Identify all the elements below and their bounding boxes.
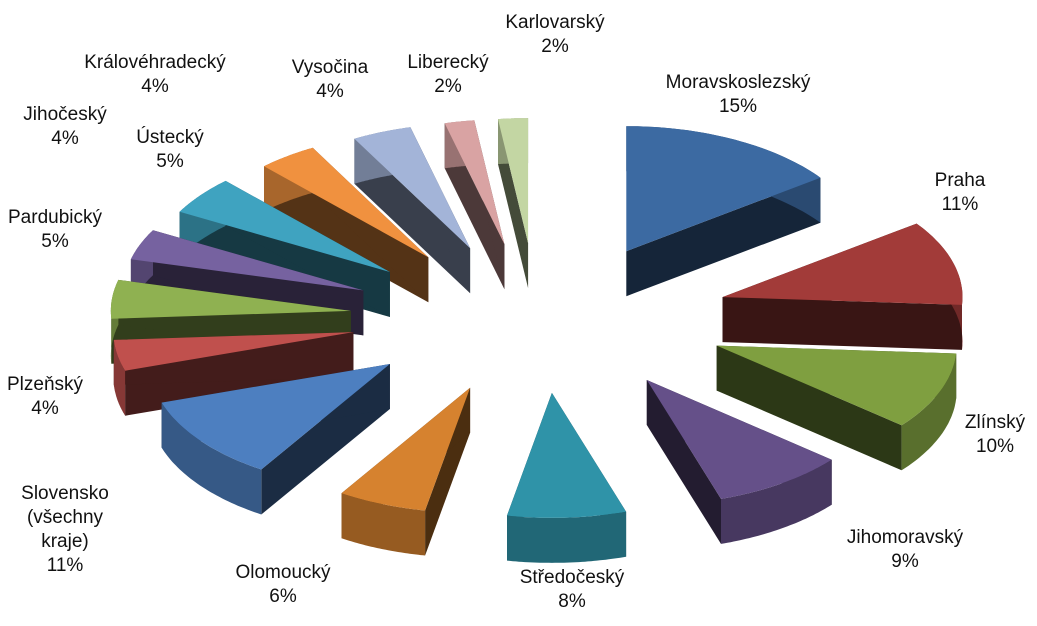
value-label: 9% [891,551,919,572]
slice-label: Praha 11% [935,169,986,217]
slice-side [354,138,471,294]
category-name: Jihočeský [23,104,107,125]
slice-label: Slovensko (všechny kraje) 11% [15,482,115,578]
slice-label: Ústecký 5% [136,126,204,174]
slice-side [722,297,962,350]
slice-label: Liberecký 2% [407,51,488,99]
slice-label: Královéhradecký 4% [84,51,226,99]
slice-side [626,177,821,297]
slice-label: Plzeňský 4% [7,373,83,421]
slice-label: Zlínský 10% [965,411,1025,459]
value-label: 2% [541,36,569,57]
slice [722,223,963,305]
category-name: Jihomoravský [846,527,964,548]
value-label: 4% [31,398,59,419]
slice [179,180,390,272]
value-label: 5% [41,231,69,252]
value-label: 8% [558,591,586,612]
category-name: Moravskoslezský [665,72,811,93]
value-label: 11% [941,194,979,215]
slice [113,332,354,371]
category-name: Královéhradecký [84,52,226,73]
slice [341,387,471,511]
value-label: 5% [156,151,184,172]
slice-label: Jihomoravský 9% [847,526,963,574]
category-name: Plzeňský [6,374,84,395]
slice-side [721,459,832,544]
slice-label: Olomoucký 6% [235,561,330,609]
slice-side [341,493,426,556]
slice-label: Pardubický 5% [8,206,102,254]
slice [444,120,505,245]
slice-side [646,380,721,544]
slice-side [113,339,126,416]
value-label: 15% [718,96,758,117]
slice-label: Středočeský 8% [520,566,625,614]
slice [110,279,351,319]
category-name: Slovensko (všechny kraje) [21,483,109,552]
slice-side [716,345,902,471]
slice-label: Vysočina 4% [292,56,368,104]
category-name: Olomoucký [235,562,331,583]
slice-label: Karlovarský 2% [505,11,604,59]
value-label: 11% [46,555,84,576]
slice [716,345,957,426]
value-label: 4% [316,81,344,102]
slice [161,364,390,470]
slice-side [507,511,627,563]
value-label: 4% [51,128,79,149]
category-name: Zlínský [964,412,1026,433]
category-name: Středočeský [519,567,625,588]
slice-label: Jihočeský 4% [23,103,106,151]
slice-side [161,402,262,515]
value-label: 10% [975,436,1015,457]
category-name: Vysočina [291,57,369,78]
category-name: Ústecký [136,127,204,148]
slice [507,392,627,518]
value-label: 6% [269,586,297,607]
slice-label: Moravskoslezský 15% [666,71,811,119]
slice [130,230,364,291]
value-label: 4% [141,76,169,97]
value-label: 2% [434,76,462,97]
category-name: Praha [934,170,986,191]
slice [264,147,429,258]
category-name: Liberecký [407,52,489,73]
category-name: Pardubický [8,207,102,228]
category-name: Karlovarský [505,12,605,33]
slice [354,127,471,249]
slice [646,380,832,499]
slice-side [901,353,957,471]
slice [498,118,529,244]
slice [626,126,821,252]
slice-side [264,166,429,303]
